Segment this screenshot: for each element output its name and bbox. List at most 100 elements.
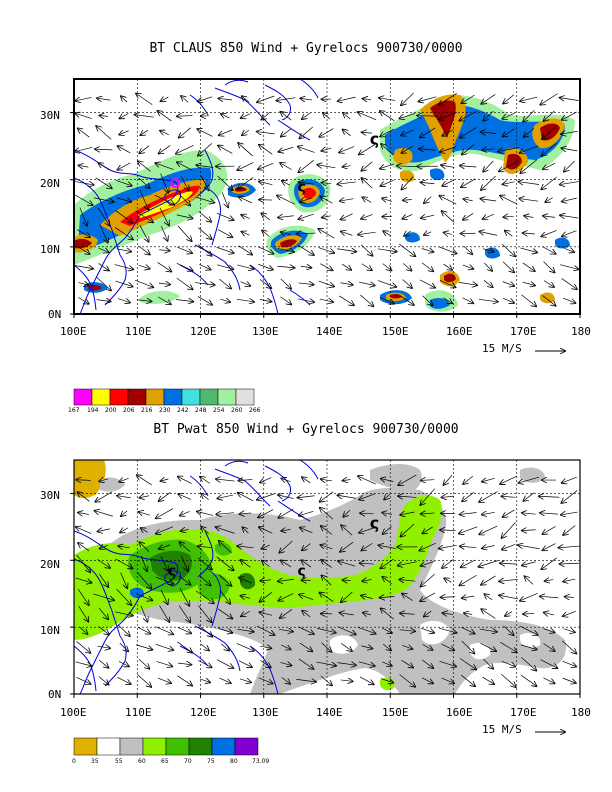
wind-vector <box>219 129 232 135</box>
wind-vector <box>135 279 153 287</box>
wind-vector <box>482 478 495 481</box>
wind-vector <box>79 165 89 167</box>
wind-vector <box>96 276 111 290</box>
gyre-marker: ς <box>168 563 176 579</box>
wind-vector <box>341 525 353 536</box>
wind-vector <box>195 196 215 203</box>
wind-vector <box>180 511 190 515</box>
wind-vector <box>481 132 496 134</box>
wind-vector <box>381 608 394 620</box>
wind-vector <box>343 130 351 137</box>
wind-vector <box>522 513 536 514</box>
wind-vector <box>459 526 478 534</box>
wind-vector <box>217 229 232 238</box>
wind-vector <box>444 578 452 582</box>
wind-vector <box>358 282 375 285</box>
wind-vector <box>520 145 538 153</box>
wind-vector <box>154 194 174 205</box>
wind-vector <box>500 196 518 205</box>
wind-vector <box>361 646 372 649</box>
wind-vector <box>300 198 313 202</box>
wind-vector <box>359 144 375 155</box>
wind-vector <box>241 232 250 236</box>
wind-vector <box>442 179 454 186</box>
wind-vector <box>520 674 536 686</box>
wind-vector <box>178 575 190 585</box>
wind-vector <box>360 513 374 514</box>
wind-vector <box>117 624 130 636</box>
wind-vector <box>140 129 149 135</box>
wind-vector <box>139 225 149 241</box>
wind-vector <box>177 675 192 686</box>
wind-vector <box>502 261 514 273</box>
wind-vector <box>483 160 494 172</box>
wind-vector <box>522 262 535 271</box>
wind-vector <box>299 182 314 184</box>
wind-vector <box>216 527 235 534</box>
wind-vector <box>420 127 436 138</box>
wind-vector <box>439 545 457 548</box>
wind-vector <box>241 560 251 568</box>
wind-vector <box>219 98 232 99</box>
wind-vector <box>197 296 212 304</box>
wind-vector <box>178 193 190 205</box>
wind-vector <box>402 279 412 288</box>
wind-vector <box>236 299 254 302</box>
wind-vector <box>280 662 291 665</box>
wind-vector <box>75 146 93 151</box>
wind-vector <box>257 246 273 254</box>
colorbar-swatch <box>127 388 147 406</box>
cb2-label-1: 35 <box>91 758 99 765</box>
wind-vector <box>484 262 492 271</box>
wind-vector <box>302 543 311 551</box>
wind-vector <box>461 640 474 653</box>
wind-vector <box>340 613 354 615</box>
wind-vector <box>563 525 576 534</box>
wind-vector <box>419 96 437 102</box>
wind-vector <box>503 509 515 517</box>
wind-vector <box>258 264 272 269</box>
wind-vector <box>197 557 212 570</box>
wind-vector <box>141 528 148 532</box>
wind-vector <box>439 660 457 666</box>
wind-vector <box>298 245 313 255</box>
wind-vector <box>157 111 172 122</box>
wind-vector <box>382 513 392 515</box>
wind-vector <box>421 480 435 481</box>
wind-vector <box>117 299 130 303</box>
wind-vector <box>378 545 396 548</box>
wind-vector <box>120 113 129 118</box>
panel1-xtick-160e: 160E <box>446 325 473 338</box>
wind-vector <box>79 207 87 226</box>
wind-vector <box>439 112 457 119</box>
panel2-frame <box>73 459 581 695</box>
wind-vector <box>281 479 291 482</box>
wind-vector <box>76 229 90 237</box>
wind-vector <box>139 512 150 515</box>
wind-vector <box>177 246 192 253</box>
wind-vector <box>399 243 415 256</box>
wind-vector <box>242 527 249 534</box>
colorbar-swatch <box>73 388 93 406</box>
wind-vector <box>443 613 454 615</box>
wind-vector <box>281 232 292 235</box>
panel1-ytick-10n: 10N <box>40 243 60 256</box>
wind-vector <box>359 676 374 684</box>
wind-vector <box>138 245 150 255</box>
wind-vector <box>459 658 476 669</box>
wind-vector <box>78 605 89 621</box>
wind-vector <box>402 645 412 649</box>
wind-vector <box>484 594 493 601</box>
wind-vector <box>442 211 455 223</box>
wind-vector <box>78 128 90 138</box>
wind-vector <box>158 283 170 284</box>
wind-vector <box>160 589 168 604</box>
panel1-ytick-30n: 30N <box>40 109 60 122</box>
wind-vector <box>361 596 373 599</box>
cb1-label-3: 206 <box>123 407 135 414</box>
wind-vector <box>543 163 556 169</box>
panel1-title: BT CLAUS 850 Wind + Gyrelocs 900730/0000 <box>149 41 463 56</box>
panel1-xtick-120e: 120E <box>190 325 217 338</box>
wind-vector <box>460 513 477 515</box>
wind-vector <box>241 114 251 118</box>
